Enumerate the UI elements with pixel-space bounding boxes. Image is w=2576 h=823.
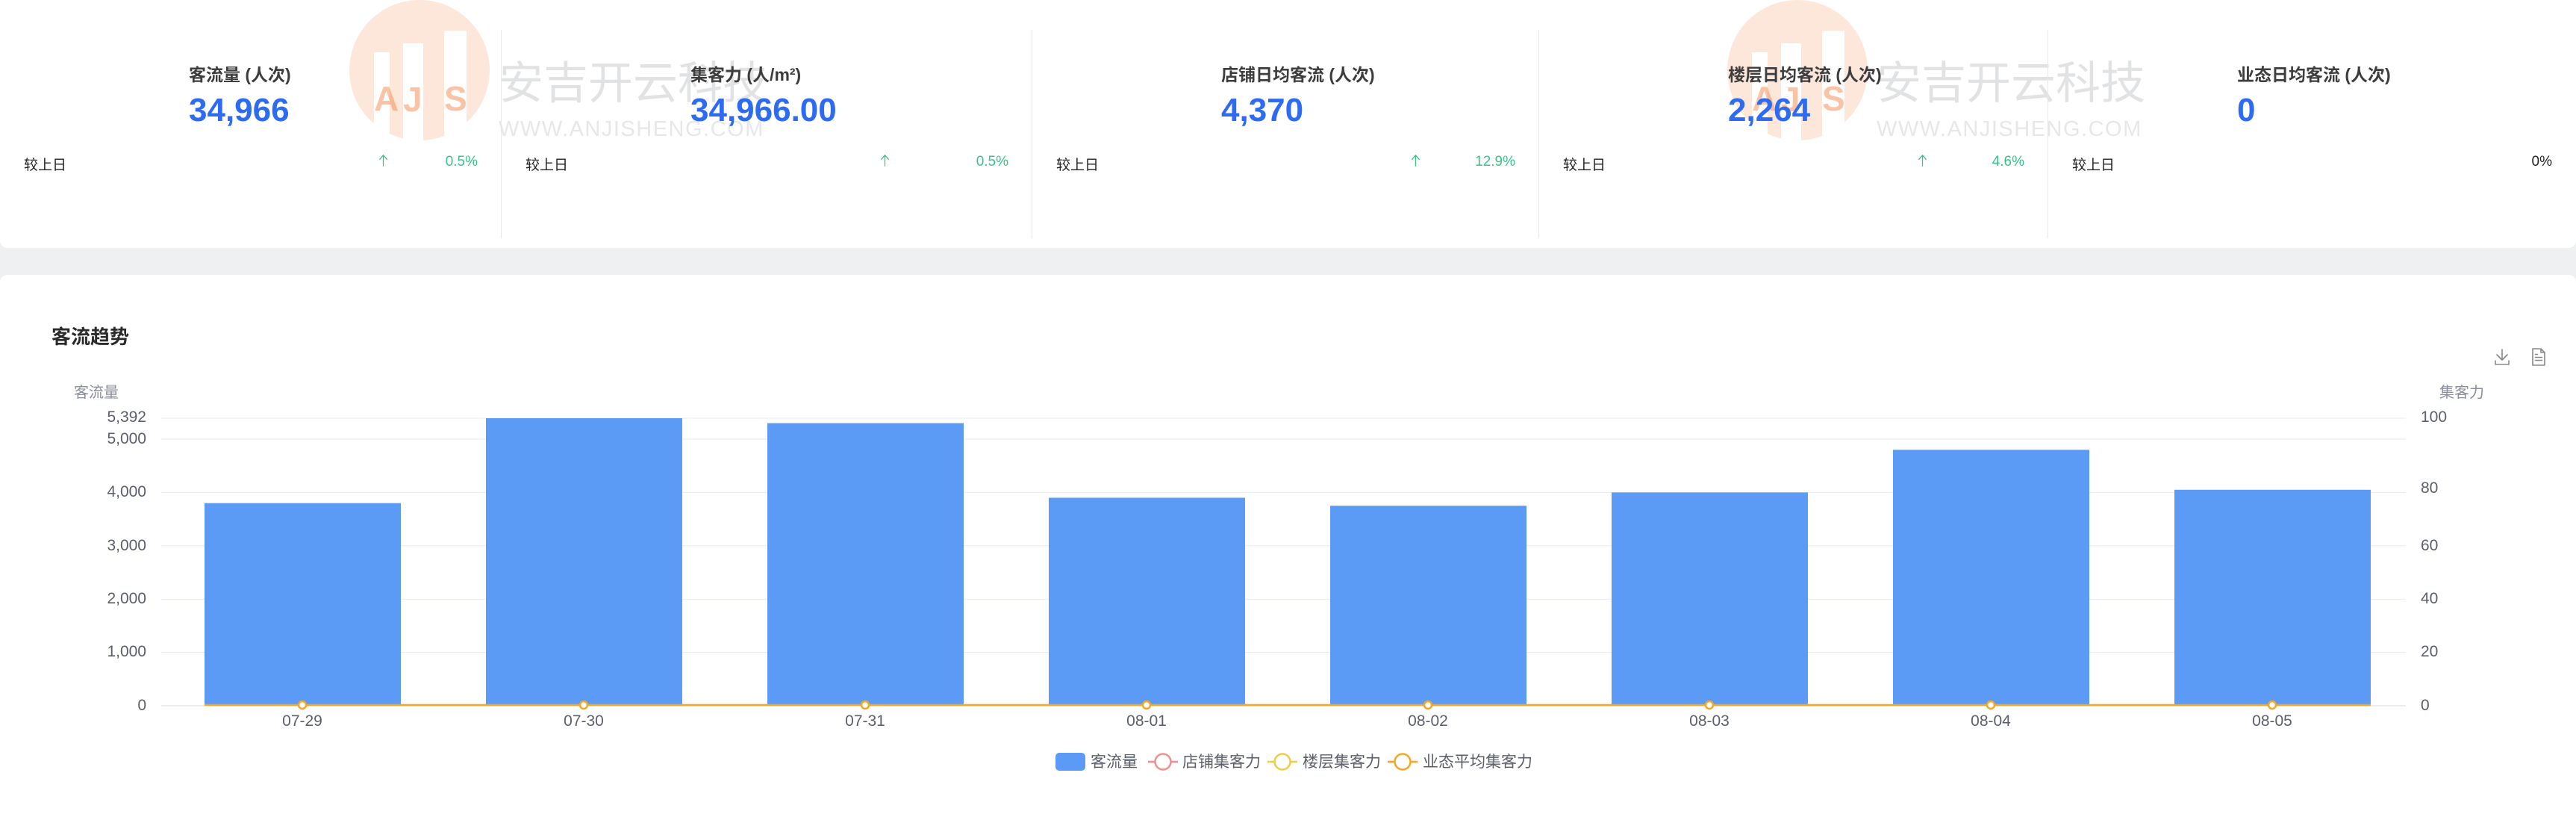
svg-text:08-03: 08-03 bbox=[1689, 712, 1730, 730]
svg-text:20: 20 bbox=[2421, 643, 2438, 660]
svg-text:07-31: 07-31 bbox=[845, 712, 885, 730]
svg-text:08-02: 08-02 bbox=[1408, 712, 1448, 730]
svg-text:07-29: 07-29 bbox=[282, 712, 322, 730]
svg-text:40: 40 bbox=[2421, 590, 2438, 607]
svg-text:2,000: 2,000 bbox=[107, 590, 146, 607]
svg-text:100: 100 bbox=[2421, 409, 2447, 426]
svg-text:08-04: 08-04 bbox=[1971, 712, 2011, 730]
svg-text:店铺集客力: 店铺集客力 bbox=[1182, 754, 1261, 771]
svg-text:0: 0 bbox=[2421, 697, 2430, 714]
svg-text:5,392: 5,392 bbox=[107, 409, 146, 426]
svg-text:3,000: 3,000 bbox=[107, 537, 146, 554]
svg-text:1,000: 1,000 bbox=[107, 643, 146, 660]
svg-text:80: 80 bbox=[2421, 479, 2438, 497]
svg-text:5,000: 5,000 bbox=[107, 430, 146, 447]
svg-text:60: 60 bbox=[2421, 537, 2438, 554]
svg-text:0: 0 bbox=[137, 697, 146, 714]
svg-text:楼层集客力: 楼层集客力 bbox=[1303, 754, 1381, 771]
svg-text:07-30: 07-30 bbox=[564, 712, 604, 730]
svg-text:业态平均集客力: 业态平均集客力 bbox=[1423, 754, 1532, 771]
svg-text:08-01: 08-01 bbox=[1126, 712, 1167, 730]
svg-text:4,000: 4,000 bbox=[107, 483, 146, 500]
svg-text:08-05: 08-05 bbox=[2252, 712, 2292, 730]
svg-text:客流量: 客流量 bbox=[1091, 754, 1138, 771]
